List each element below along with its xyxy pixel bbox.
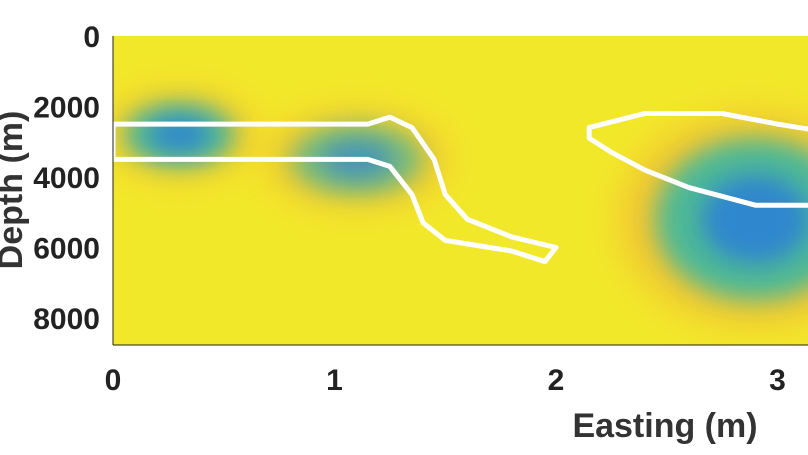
x-tick-label: 1: [326, 364, 343, 397]
x-tick-label: 3: [769, 364, 786, 397]
plot-area: [113, 36, 808, 345]
y-tick-label: 2000: [33, 92, 100, 125]
model-outline-2: [586, 111, 808, 208]
x-axis-label: Easting (m): [572, 407, 757, 445]
x-tick-labels: 0 1 2 3: [105, 364, 786, 397]
y-tick-label: 8000: [33, 303, 100, 336]
contour-lines: [113, 111, 808, 265]
y-tick-labels: 0 2000 4000 6000 8000: [33, 21, 100, 336]
y-tick-label: 6000: [33, 233, 100, 266]
y-tick-label: 4000: [33, 162, 100, 195]
x-tick-label: 2: [548, 364, 565, 397]
heatmap-anomalies: [113, 93, 808, 325]
x-tick-label: 0: [105, 364, 122, 397]
model-outline-1: [113, 114, 559, 265]
y-tick-label: 0: [83, 21, 100, 54]
anomaly-core-deep-east: [700, 174, 808, 264]
y-axis-label: Depth (m): [0, 111, 30, 270]
